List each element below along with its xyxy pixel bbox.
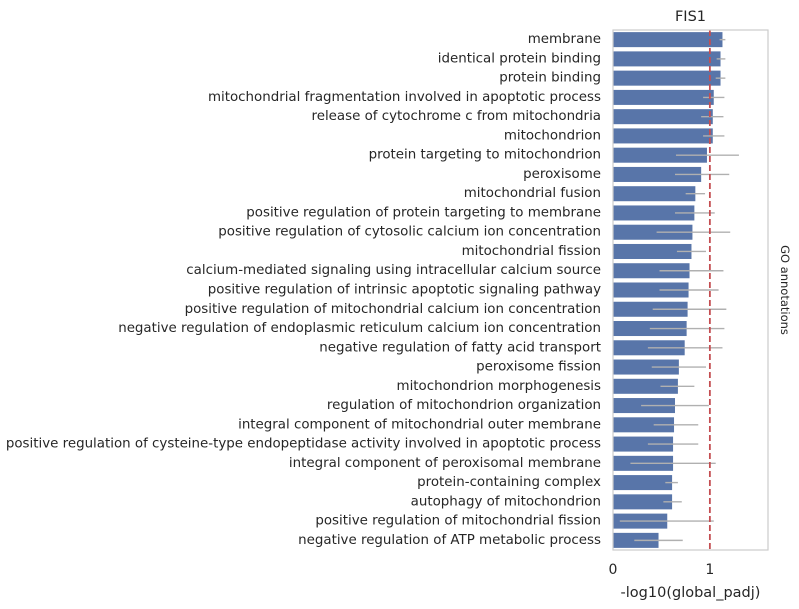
bar — [613, 263, 690, 279]
category-label: identical protein binding — [438, 51, 601, 66]
category-label: mitochondrion morphogenesis — [397, 379, 601, 394]
bar — [613, 70, 721, 86]
category-label: protein-containing complex — [417, 475, 601, 490]
bar — [613, 359, 679, 375]
category-label: integral component of peroxisomal membra… — [289, 456, 601, 471]
category-label: negative regulation of endoplasmic retic… — [118, 321, 601, 336]
bar — [613, 494, 673, 510]
bar — [613, 436, 674, 452]
category-label: regulation of mitochondrion organization — [327, 398, 601, 413]
bar — [613, 51, 721, 67]
category-label: negative regulation of fatty acid transp… — [319, 340, 601, 355]
category-label: mitochondrial fragmentation involved in … — [208, 90, 601, 105]
bars-layer — [613, 32, 723, 548]
category-label: membrane — [528, 32, 601, 47]
category-label: calcium-mediated signaling using intrace… — [186, 263, 601, 278]
bar — [613, 186, 696, 202]
y-axis-title: GO annotations — [778, 245, 792, 335]
bar — [613, 166, 702, 182]
bar — [613, 109, 713, 125]
bar — [613, 243, 692, 259]
category-label: mitochondrion — [504, 128, 601, 143]
plot-frame — [612, 29, 769, 551]
category-label: positive regulation of protein targeting… — [246, 205, 601, 220]
chart-title: FIS1 — [675, 9, 706, 25]
category-label: mitochondrial fission — [462, 244, 601, 259]
bar — [613, 89, 714, 105]
bar — [613, 32, 723, 48]
bar — [613, 301, 688, 317]
x-axis-title: -log10(global_padj) — [621, 585, 761, 601]
bar — [613, 282, 689, 298]
category-label: positive regulation of cytosolic calcium… — [218, 225, 601, 240]
category-label: positive regulation of intrinsic apoptot… — [208, 283, 601, 298]
category-label: peroxisome — [523, 167, 601, 182]
bar — [613, 224, 693, 240]
category-label: positive regulation of cysteine-type end… — [6, 437, 601, 452]
category-label: positive regulation of mitochondrial cal… — [185, 302, 601, 317]
x-tick-label: 1 — [705, 562, 714, 578]
error-bars-layer — [619, 38, 739, 542]
category-label: release of cytochrome c from mitochondri… — [312, 109, 601, 124]
category-label: protein targeting to mitochondrion — [369, 148, 601, 163]
category-label: negative regulation of ATP metabolic pro… — [298, 533, 601, 548]
category-labels: membrane identical protein binding protein… — [6, 32, 601, 548]
category-label: mitochondrial fusion — [464, 186, 601, 201]
category-label: autophagy of mitochondrion — [411, 494, 601, 509]
category-label: integral component of mitochondrial oute… — [238, 417, 601, 432]
bar — [613, 128, 713, 144]
bar — [613, 378, 678, 394]
bar — [613, 205, 695, 221]
bar — [613, 475, 673, 491]
bar — [613, 147, 707, 163]
category-label: peroxisome fission — [476, 360, 601, 375]
category-label: protein binding — [499, 71, 601, 86]
bar — [613, 417, 675, 433]
x-tick-label: 0 — [609, 562, 618, 578]
category-label: positive regulation of mitochondrial fis… — [315, 514, 601, 529]
